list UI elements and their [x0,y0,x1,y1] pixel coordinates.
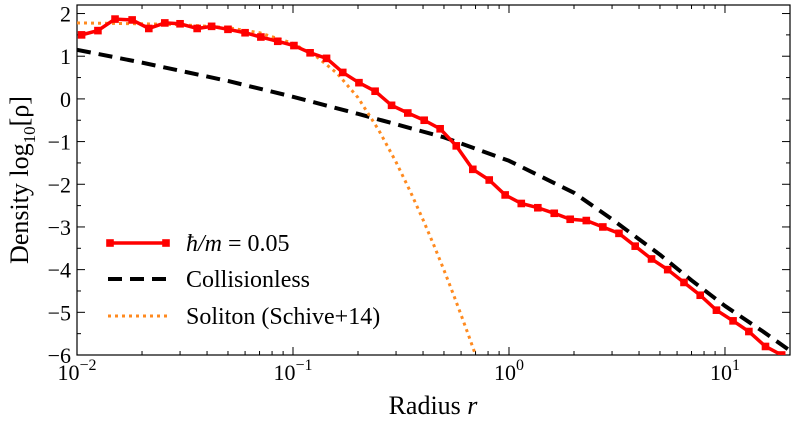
data-point [777,351,786,355]
legend-marker [106,239,114,247]
x-tick-label: 101 [710,357,740,385]
data-point [193,24,201,33]
data-point [712,306,721,314]
y-axis-title: Density log10[ρ] [5,96,39,264]
data-point [241,28,249,37]
axis-ticks [76,5,790,356]
data-point [745,327,753,336]
data-point [550,209,559,218]
data-point [582,216,591,225]
data-point [128,16,136,24]
x-tick-label: 100 [494,357,524,385]
legend-label-1: Collisionless [186,267,310,293]
data-point [663,265,672,274]
x-axis-title: Radius r [389,391,479,420]
data-point [355,78,363,87]
data-point [273,37,282,46]
data-point [290,41,298,50]
data-point [338,68,347,77]
data-point [387,101,396,110]
y-tick-label: 1 [60,44,71,69]
legend: ħ/m = 0.05 Collisionless Soliton (Schive+1… [106,231,380,330]
y-tick-label: 0 [60,87,71,112]
series-line-1 [77,47,790,353]
data-point [403,109,412,117]
y-tick-label: −3 [48,215,71,240]
data-point [647,255,656,263]
data-point [599,223,607,231]
data-point [161,19,169,27]
data-point [534,203,542,212]
data-point [257,33,265,41]
data-point [306,49,314,57]
y-tick-label: −1 [48,130,71,155]
data-point [94,26,102,35]
x-tick-label: 10−1 [273,357,312,385]
data-point [371,87,379,96]
y-tick-label: 2 [60,2,71,27]
legend-label-2: Soliton (Schive+14) [186,304,380,330]
series-layer [77,15,790,355]
y-tick-label: −2 [48,172,71,197]
data-point [145,24,153,33]
plot-area-frame [76,4,791,356]
data-point [111,15,119,23]
data-point [615,229,623,238]
data-point [501,191,509,199]
data-point [77,31,86,39]
y-tick-label: −4 [48,258,71,283]
legend-label-0: ħ/m = 0.05 [186,231,290,257]
data-point [485,176,494,184]
data-point [729,317,737,325]
y-tick-label: −6 [48,343,71,368]
data-point [452,142,461,150]
data-point [322,54,331,63]
data-point [176,19,184,28]
data-point [517,199,526,208]
data-point [761,342,770,351]
data-point [420,116,428,125]
data-point [224,25,232,34]
y-tick-label: −5 [48,300,71,325]
data-point [680,278,688,287]
data-point [436,124,444,133]
legend-marker [162,239,170,247]
data-point [566,215,574,224]
data-point [696,291,705,300]
data-point [631,242,639,250]
x-tick-label: 10−2 [57,357,96,385]
data-point [469,165,477,174]
data-point [207,22,216,31]
